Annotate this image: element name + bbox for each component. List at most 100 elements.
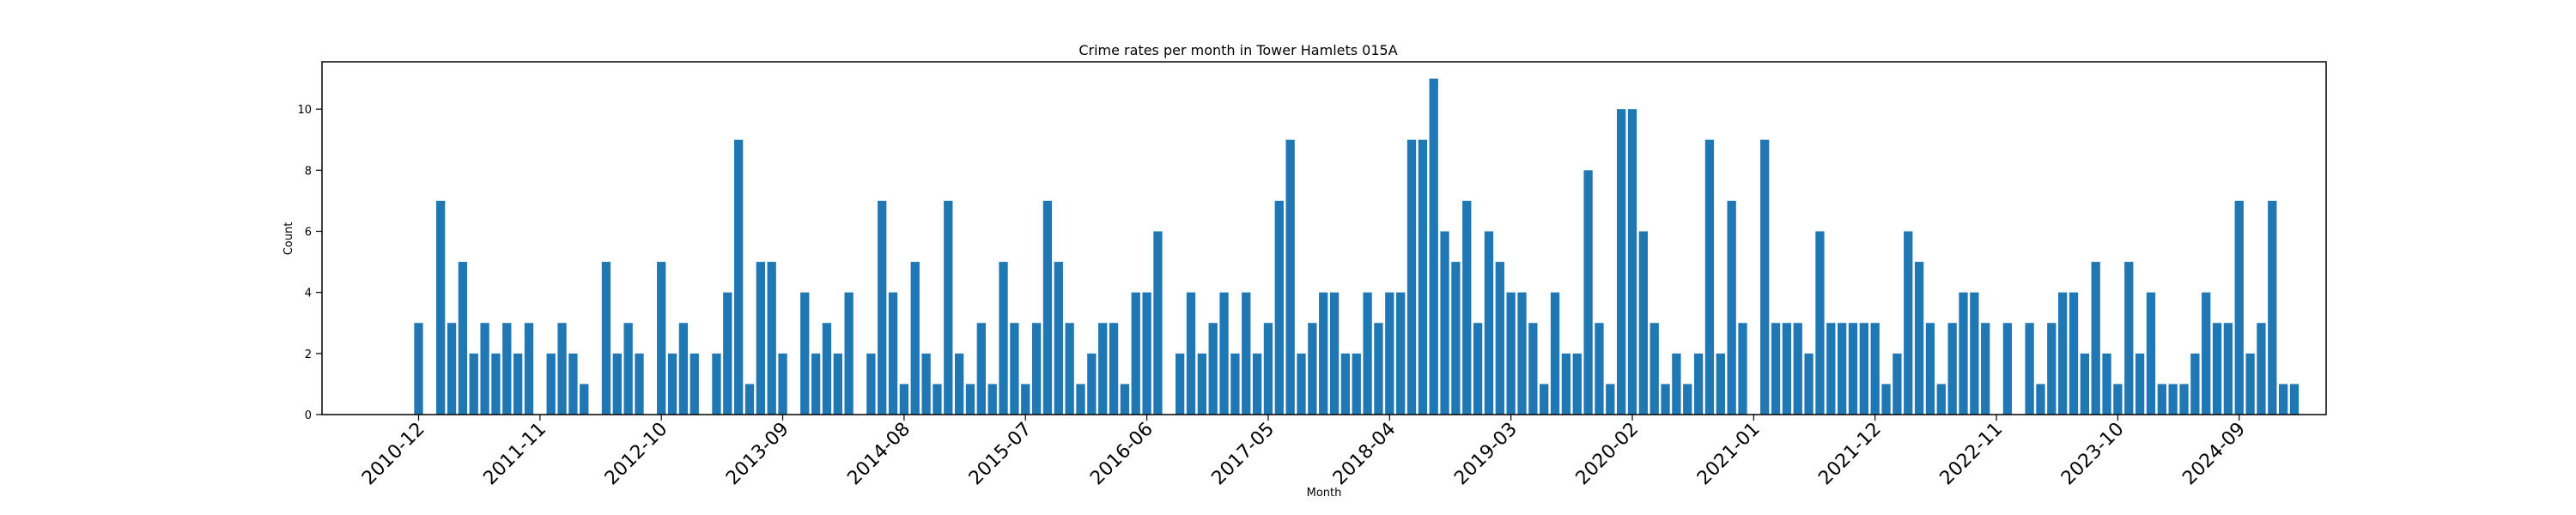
- bar: [767, 262, 776, 415]
- bar: [833, 353, 842, 415]
- bar: [1716, 353, 1725, 415]
- bar: [2091, 262, 2100, 415]
- x-tick-label: 2021-01: [1693, 419, 1765, 490]
- bar: [1297, 353, 1306, 415]
- bar: [1340, 353, 1351, 415]
- bar: [1583, 170, 1593, 415]
- x-tick-label: 2017-05: [1208, 419, 1279, 490]
- bar: [436, 200, 446, 415]
- bar: [1925, 323, 1935, 415]
- bar: [2124, 262, 2134, 415]
- bar: [1418, 139, 1427, 415]
- bar: [1627, 109, 1637, 415]
- bar: [1815, 231, 1825, 415]
- bar: [1683, 384, 1692, 415]
- bar: [1308, 323, 1317, 415]
- bar: [678, 323, 689, 415]
- bar: [999, 262, 1008, 415]
- bar: [1893, 353, 1902, 415]
- bar: [1010, 323, 1019, 415]
- x-tick-label: 2012-10: [601, 419, 672, 490]
- bar: [1617, 109, 1626, 415]
- bar: [2179, 384, 2189, 415]
- bar: [491, 353, 501, 415]
- bar: [744, 384, 755, 415]
- x-tick-label: 2018-04: [1329, 419, 1400, 490]
- bar: [414, 323, 423, 415]
- x-tick-label: 2021-12: [1814, 419, 1886, 490]
- bar: [734, 139, 744, 415]
- bar: [2289, 384, 2300, 415]
- bar: [1704, 139, 1715, 415]
- bar: [1771, 323, 1781, 415]
- y-tick-label: 10: [297, 104, 312, 117]
- bar: [866, 353, 876, 415]
- bar: [1054, 262, 1063, 415]
- bar: [2223, 323, 2233, 415]
- bar: [2002, 323, 2013, 415]
- bar: [502, 323, 512, 415]
- bar: [2212, 323, 2222, 415]
- bar: [1936, 384, 1946, 415]
- bar: [1550, 292, 1560, 415]
- bar: [921, 353, 931, 415]
- bar: [557, 323, 567, 415]
- bar: [601, 262, 611, 415]
- bar: [1319, 292, 1328, 415]
- bar: [623, 323, 633, 415]
- bar: [1176, 353, 1185, 415]
- bar: [2268, 200, 2277, 415]
- bar: [1782, 323, 1792, 415]
- bar: [2146, 292, 2156, 415]
- bar: [1517, 292, 1527, 415]
- x-tick-label: 2024-09: [2178, 419, 2250, 490]
- bar: [2279, 384, 2288, 415]
- bar: [1363, 292, 1372, 415]
- bar: [878, 200, 887, 415]
- bar: [524, 323, 534, 415]
- bar: [944, 200, 953, 415]
- bar: [2102, 353, 2111, 415]
- bar: [1561, 353, 1571, 415]
- bar: [1672, 353, 1681, 415]
- y-tick-label: 8: [305, 165, 312, 178]
- x-axis: 2010-12 2011-11 2012-10 2013-09 2014-08 2015-…: [358, 415, 2250, 489]
- bar: [2245, 353, 2255, 415]
- bar: [2257, 323, 2266, 415]
- bar: [1197, 353, 1206, 415]
- bar: [1153, 231, 1163, 415]
- bar: [1252, 353, 1262, 415]
- bar: [1738, 323, 1747, 415]
- bar: [2058, 292, 2068, 415]
- bar: [2190, 353, 2200, 415]
- x-tick-label: 2015-07: [965, 419, 1036, 490]
- bar: [1098, 323, 1108, 415]
- bar: [1031, 323, 1042, 415]
- bar: [1352, 353, 1361, 415]
- y-tick-label: 2: [305, 348, 312, 361]
- bar: [1649, 323, 1659, 415]
- x-tick-label: 2022-11: [1936, 419, 2008, 490]
- x-axis-label: Month: [1307, 487, 1342, 500]
- bar: [723, 292, 732, 415]
- bar: [635, 353, 644, 415]
- bar: [1859, 323, 1868, 415]
- bar: [2135, 353, 2145, 415]
- bar: [778, 353, 787, 415]
- bars-group: [414, 78, 2300, 415]
- bar: [1021, 384, 1030, 415]
- bar: [1087, 353, 1097, 415]
- bar: [1540, 384, 1549, 415]
- bar: [568, 353, 578, 415]
- bar: [1285, 139, 1295, 415]
- bar: [2202, 292, 2211, 415]
- bar: [1186, 292, 1196, 415]
- bar: [1484, 231, 1494, 415]
- x-tick-label: 2013-09: [722, 419, 793, 490]
- bar: [2025, 323, 2034, 415]
- bar: [657, 262, 666, 415]
- bar: [1406, 139, 1417, 415]
- bar: [1826, 323, 1836, 415]
- y-tick-label: 0: [305, 409, 312, 422]
